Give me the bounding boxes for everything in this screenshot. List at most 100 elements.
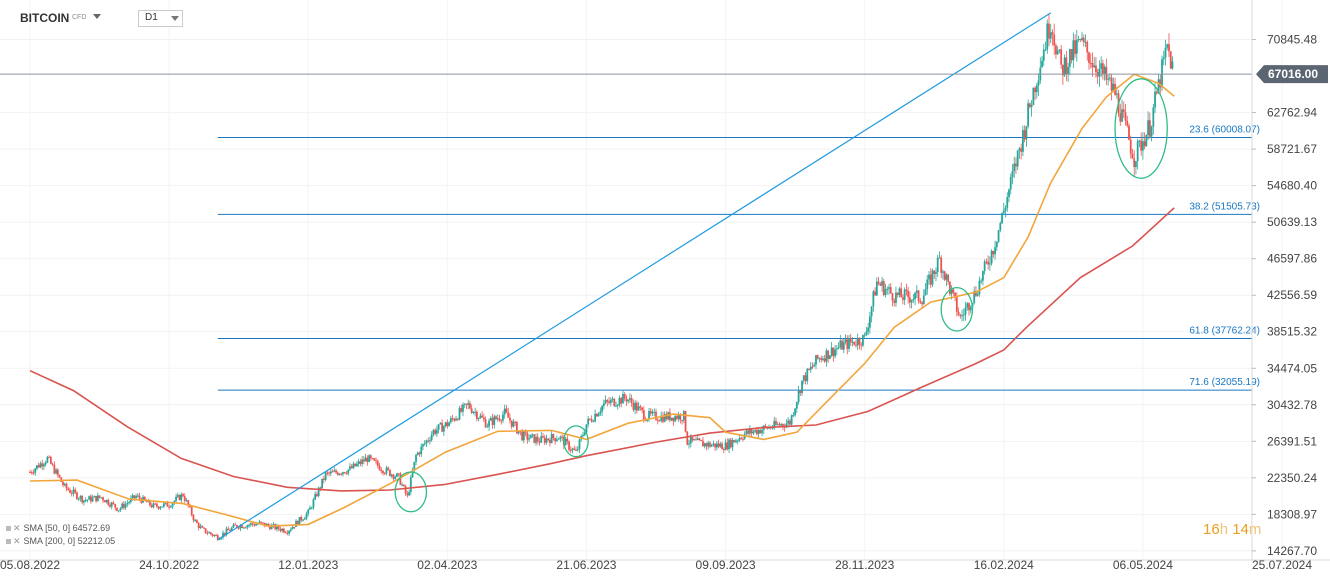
candle-body xyxy=(262,522,264,524)
candle-body xyxy=(1035,85,1038,93)
candle-body xyxy=(72,489,75,494)
candle-body xyxy=(489,417,492,421)
candle-body xyxy=(258,521,261,524)
close-icon[interactable]: ✕ xyxy=(13,523,21,533)
candle-body xyxy=(710,445,713,447)
candle-body xyxy=(750,429,753,434)
candle-body xyxy=(392,474,395,479)
candle-body xyxy=(700,440,703,442)
candle-body xyxy=(34,468,37,473)
time-axis[interactable]: 05.08.2022 24.10.2022 12.01.2023 02.04.2023… xyxy=(0,558,1330,572)
candle-body xyxy=(811,366,814,368)
candle-body xyxy=(123,503,125,508)
candle-body xyxy=(787,420,790,424)
candle-body xyxy=(545,438,548,443)
candle-body xyxy=(470,408,473,413)
candle-body xyxy=(686,431,689,445)
candle-body xyxy=(691,437,694,441)
candle-body xyxy=(1138,140,1141,142)
candle-body xyxy=(1049,32,1052,39)
candle-body xyxy=(999,223,1002,231)
candle-body xyxy=(1154,91,1156,108)
candle-body xyxy=(933,270,936,274)
candle-body xyxy=(74,489,77,493)
candle-body xyxy=(677,414,680,419)
candle-body xyxy=(910,300,913,303)
candle-body xyxy=(813,364,816,367)
candle-body xyxy=(1084,41,1087,43)
candle-body xyxy=(529,434,532,439)
candle-body xyxy=(366,457,369,462)
candle-body xyxy=(1060,49,1063,65)
candle-body xyxy=(695,439,697,441)
candle-body xyxy=(1098,68,1101,77)
time-tick-label: 02.04.2023 xyxy=(417,558,477,572)
candle-body xyxy=(206,532,209,534)
candle-body xyxy=(688,443,690,445)
candle-body xyxy=(472,411,475,413)
candle-body xyxy=(649,410,652,414)
candle-body xyxy=(436,429,438,434)
candle-body xyxy=(475,411,478,419)
symbol-name[interactable]: BITCOIN xyxy=(20,11,70,25)
highlight-circles[interactable] xyxy=(394,78,1168,513)
candle-body xyxy=(58,474,61,478)
candle-body xyxy=(37,465,40,468)
candle-body xyxy=(192,515,195,521)
candle-body xyxy=(276,525,278,530)
candle-body xyxy=(1107,78,1110,80)
candle-body xyxy=(615,405,617,407)
candle-body xyxy=(902,297,904,300)
candle-body xyxy=(637,406,640,411)
candle-body xyxy=(1016,150,1019,167)
timeframe-select[interactable]: D1 xyxy=(138,10,183,27)
candle-body xyxy=(1112,83,1115,91)
sma-50-line xyxy=(29,73,1175,528)
visibility-icon[interactable] xyxy=(6,526,11,531)
candle-body xyxy=(1088,52,1090,63)
highlight-ellipse xyxy=(1114,78,1168,179)
candle-body xyxy=(169,506,172,508)
candle-body xyxy=(599,411,602,414)
candle-body xyxy=(538,441,541,443)
price-tick-label: 50639.13 xyxy=(1267,215,1317,229)
timeframe-value: D1 xyxy=(145,12,158,23)
candle-body xyxy=(178,495,181,501)
candle-body xyxy=(380,470,383,472)
trendline[interactable] xyxy=(217,12,1052,541)
candle-body xyxy=(604,400,607,404)
candle-body xyxy=(176,495,179,497)
legend-sma-200[interactable]: ✕ SMA [200, 0] 52212.05 xyxy=(6,535,115,548)
candle-body xyxy=(549,439,551,444)
candle-body xyxy=(272,524,275,526)
candle-body xyxy=(166,502,169,507)
candle-body xyxy=(592,421,595,423)
candle-body xyxy=(462,404,464,412)
candle-body xyxy=(625,398,628,402)
candle-body xyxy=(795,402,798,409)
fibonacci-retracement[interactable]: 23.6 (60008.07) 38.2 (51505.73) 61.8 (3776… xyxy=(217,124,1260,391)
candle-body xyxy=(100,497,103,499)
candle-body xyxy=(535,436,537,443)
candle-body xyxy=(914,292,916,299)
candle-body xyxy=(931,270,934,285)
candle-body xyxy=(822,358,824,360)
legend-sma-50[interactable]: ✕ SMA [50, 0] 64572.69 xyxy=(6,522,115,535)
close-icon[interactable]: ✕ xyxy=(13,536,21,546)
candle-body xyxy=(1067,66,1070,75)
candle-body xyxy=(557,438,560,440)
candle-body xyxy=(383,473,386,475)
candle-body xyxy=(903,289,906,300)
symbol-dropdown-icon[interactable] xyxy=(93,14,101,19)
candle-body xyxy=(1089,62,1092,64)
candle-body xyxy=(889,287,892,294)
candle-body xyxy=(41,463,44,467)
candle-body xyxy=(230,527,233,531)
visibility-icon[interactable] xyxy=(6,539,11,544)
candle-body xyxy=(439,422,442,425)
candle-body xyxy=(1162,57,1165,60)
candle-body xyxy=(555,439,558,442)
price-axis[interactable]: 70845.48 62762.94 58721.67 54680.40 50639.13… xyxy=(1251,0,1317,560)
candle-body xyxy=(955,297,958,312)
